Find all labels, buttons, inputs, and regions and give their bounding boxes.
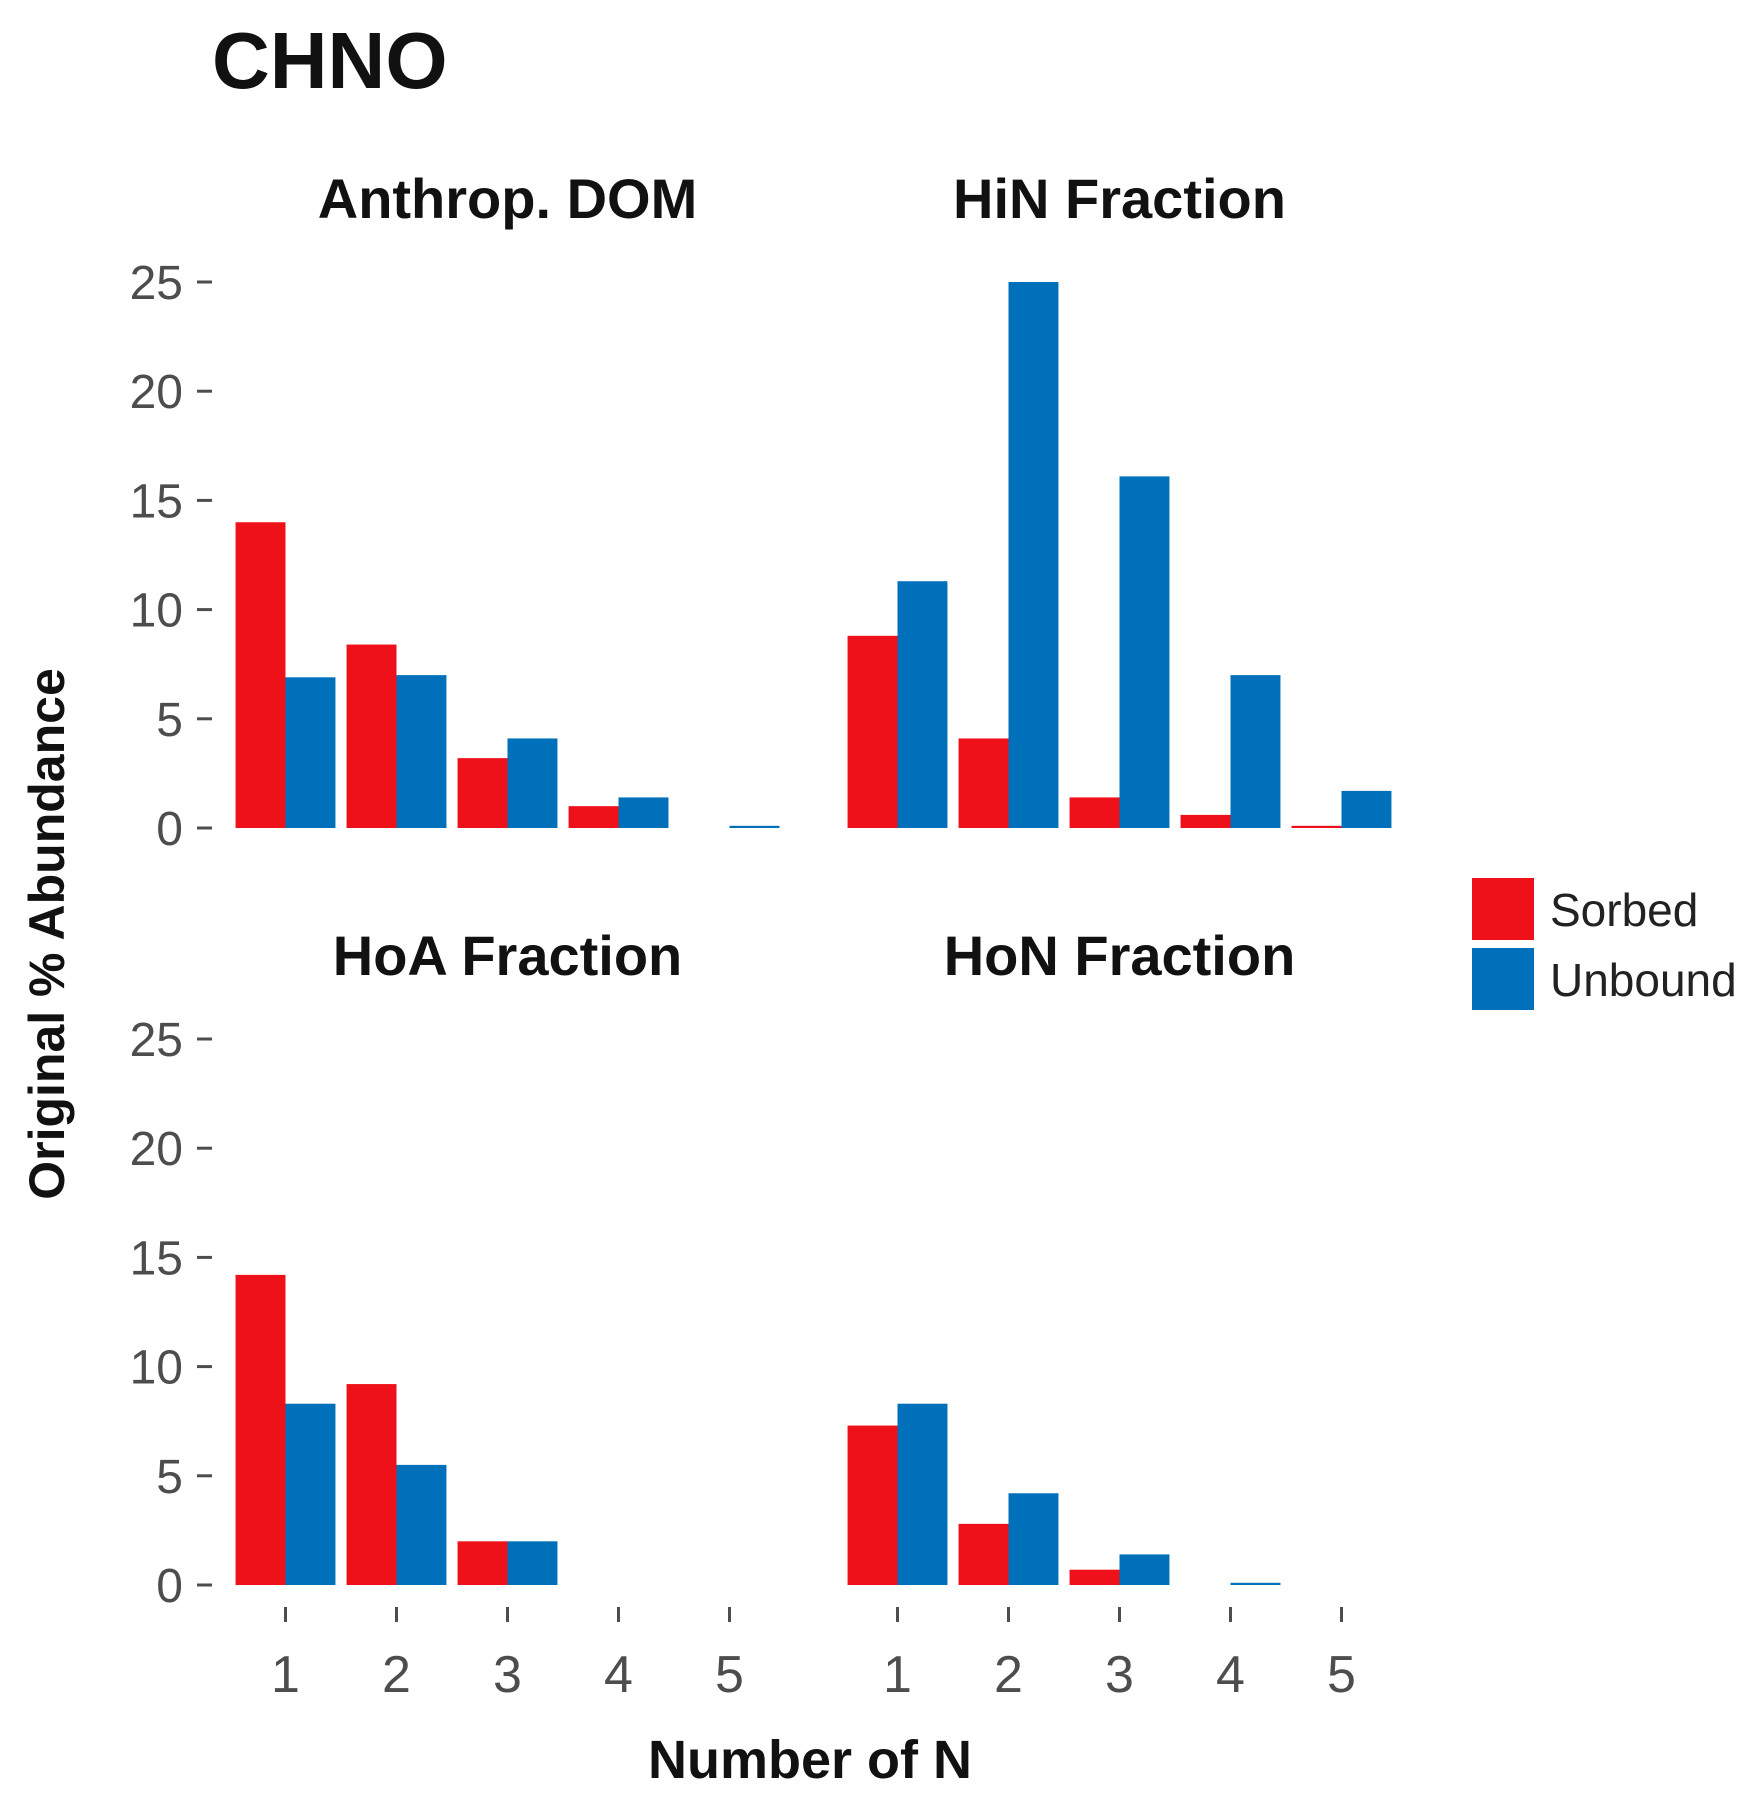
panel-title: Anthrop. DOM — [318, 167, 697, 230]
panel-title: HoA Fraction — [333, 924, 682, 987]
bar-unbound — [285, 1403, 336, 1585]
chart-title: CHNO — [212, 16, 448, 105]
bar-unbound — [1341, 790, 1392, 828]
bar-unbound — [1119, 1554, 1170, 1585]
bar-sorbed — [568, 806, 619, 828]
bar-unbound — [897, 581, 948, 828]
y-tick-label: 20 — [130, 366, 183, 419]
y-tick-label: 0 — [156, 803, 183, 856]
bar-sorbed — [847, 635, 898, 828]
legend: Sorbed Unbound — [1472, 878, 1737, 1010]
bar-unbound — [396, 1464, 447, 1585]
x-tick-label: 2 — [382, 1646, 411, 1704]
x-tick-label: 5 — [715, 1646, 744, 1704]
bar-unbound — [396, 675, 447, 828]
x-tick-label: 3 — [493, 1646, 522, 1704]
panel: HiN Fraction — [847, 167, 1392, 828]
bar-unbound — [897, 1403, 948, 1585]
legend-label-sorbed: Sorbed — [1550, 884, 1698, 936]
y-tick-label: 5 — [156, 1451, 183, 1504]
x-tick-label: 2 — [994, 1646, 1023, 1704]
panel: HoA Fraction 0 5 10 15 20 25 1 2 3 4 5 — [130, 924, 744, 1704]
panel: Anthrop. DOM 0 5 10 15 20 25 — [130, 167, 780, 856]
bar-unbound — [1008, 282, 1059, 828]
panel-title: HoN Fraction — [944, 924, 1296, 987]
bar-sorbed — [1069, 797, 1120, 828]
bar-unbound — [729, 825, 780, 828]
bar-unbound — [507, 1541, 558, 1585]
bar-sorbed — [235, 522, 286, 828]
x-tick-label: 4 — [1216, 1646, 1245, 1704]
panel-title: HiN Fraction — [953, 167, 1286, 230]
x-tick-label: 3 — [1105, 1646, 1134, 1704]
bar-unbound — [618, 797, 669, 828]
y-tick-label: 25 — [130, 257, 183, 310]
bar-unbound — [1230, 675, 1281, 828]
bar-sorbed — [346, 1384, 397, 1585]
y-tick-label: 10 — [130, 1342, 183, 1395]
legend-swatch-unbound — [1472, 948, 1534, 1010]
x-tick-label: 1 — [271, 1646, 300, 1704]
bar-sorbed — [847, 1425, 898, 1585]
bar-sorbed — [346, 644, 397, 828]
y-axis-label: Original % Abundance — [19, 668, 75, 1200]
bar-sorbed — [1069, 1569, 1120, 1585]
bar-sorbed — [958, 738, 1009, 828]
y-tick-label: 5 — [156, 694, 183, 747]
legend-label-unbound: Unbound — [1550, 954, 1737, 1006]
legend-swatch-sorbed — [1472, 878, 1534, 940]
bar-sorbed — [235, 1274, 286, 1585]
y-tick-label: 25 — [130, 1014, 183, 1067]
bar-sorbed — [1291, 825, 1342, 828]
bar-sorbed — [457, 758, 508, 828]
panel: HoN Fraction 1 2 3 4 5 — [847, 924, 1356, 1704]
bar-sorbed — [958, 1523, 1009, 1585]
bar-sorbed — [1180, 814, 1231, 828]
x-tick-label: 1 — [883, 1646, 912, 1704]
bar-sorbed — [457, 1541, 508, 1585]
bar-unbound — [285, 677, 336, 828]
y-tick-label: 20 — [130, 1123, 183, 1176]
bar-unbound — [1008, 1493, 1059, 1585]
bar-unbound — [1119, 476, 1170, 828]
y-tick-label: 15 — [130, 1232, 183, 1285]
bar-unbound — [507, 738, 558, 828]
bar-unbound — [1230, 1582, 1281, 1585]
y-tick-label: 15 — [130, 475, 183, 528]
x-tick-label: 5 — [1327, 1646, 1356, 1704]
x-tick-label: 4 — [604, 1646, 633, 1704]
y-tick-label: 10 — [130, 585, 183, 638]
x-axis-label: Number of N — [648, 1730, 972, 1790]
y-tick-label: 0 — [156, 1560, 183, 1613]
